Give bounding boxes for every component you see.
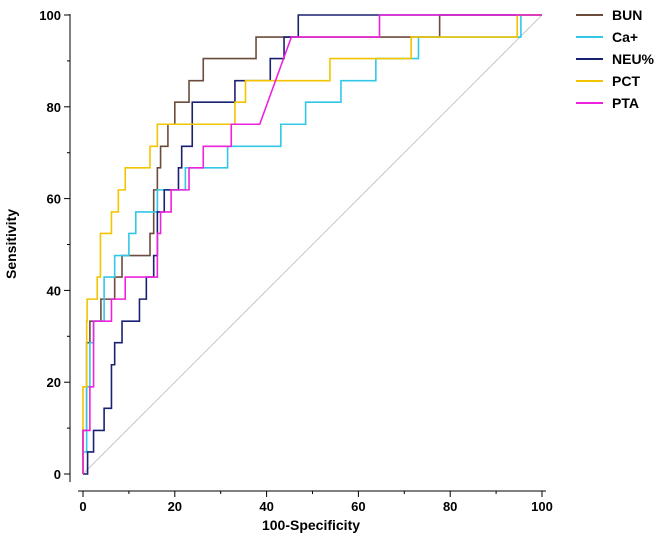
series-line-ca — [82, 14, 542, 474]
plot-area — [82, 14, 543, 475]
x-tick-label: 100 — [531, 499, 553, 514]
x-tick-label: 0 — [79, 499, 86, 514]
y-tick-label: 100 — [39, 8, 61, 23]
x-tick-label: 80 — [443, 499, 457, 514]
legend-label-neu: NEU% — [612, 51, 655, 67]
legend-label-pta: PTA — [612, 95, 639, 111]
series-line-pta — [82, 14, 542, 474]
x-axis-title: 100-Specificity — [262, 517, 360, 533]
legend-label-ca: Ca+ — [612, 29, 638, 45]
x-tick-label: 60 — [351, 499, 365, 514]
y-tick-label: 20 — [47, 375, 61, 390]
y-tick-label: 40 — [47, 283, 61, 298]
y-tick-label: 60 — [47, 192, 61, 207]
legend-label-pct: PCT — [612, 73, 640, 89]
x-tick-label: 20 — [168, 499, 182, 514]
y-tick-label: 80 — [47, 100, 61, 115]
series-line-pct — [82, 14, 542, 474]
axes: 0 20 40 60 80 100 0 20 40 60 80 100 — [39, 8, 553, 514]
reference-diagonal — [82, 14, 543, 475]
x-tick-label: 40 — [259, 499, 273, 514]
y-tick-label: 0 — [54, 467, 61, 482]
legend-label-bun: BUN — [612, 7, 642, 23]
legend: BUN Ca+ NEU% PCT PTA — [576, 7, 655, 111]
y-axis-title: Sensitivity — [3, 209, 19, 279]
